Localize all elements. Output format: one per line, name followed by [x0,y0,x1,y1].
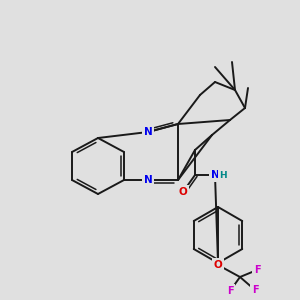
Text: F: F [254,265,260,275]
Text: N: N [211,170,219,180]
Text: N: N [144,127,152,137]
Text: O: O [214,260,222,270]
Text: N: N [144,175,152,185]
Text: H: H [219,170,227,179]
Text: O: O [178,187,188,197]
Text: F: F [227,286,233,296]
Text: F: F [252,285,258,295]
